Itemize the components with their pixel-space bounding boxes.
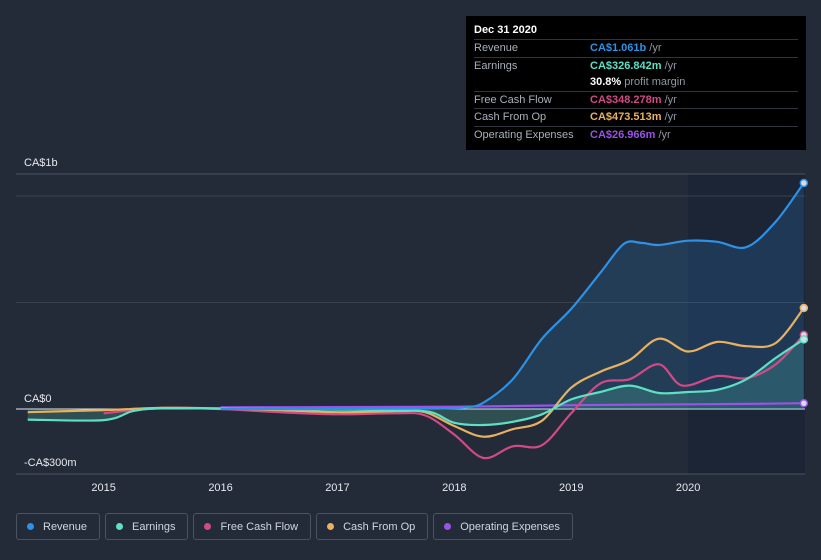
tooltip-row: 30.8% profit margin bbox=[474, 74, 798, 91]
line-free-cash-flow bbox=[103, 334, 805, 460]
tooltip-row-unit: /yr bbox=[664, 111, 677, 123]
plot-area bbox=[16, 174, 805, 474]
legend-label: Operating Expenses bbox=[460, 520, 560, 533]
tooltip-row-unit: /yr bbox=[658, 128, 671, 141]
tooltip-row: Cash From Op CA$473.513m/yr bbox=[474, 108, 798, 126]
chart-svg: CA$1b CA$0 -CA$300m 2015 2016 2017 2018 2019 202… bbox=[16, 157, 809, 494]
tooltip-row-value: 30.8% bbox=[590, 76, 622, 88]
area-earnings bbox=[27, 339, 804, 426]
end-point-revenue bbox=[799, 178, 809, 188]
x-tick-label: 2016 bbox=[208, 482, 232, 494]
tooltip-row-label: Free Cash Flow bbox=[474, 93, 552, 106]
legend-dot-icon bbox=[27, 523, 34, 530]
legend-label: Earnings bbox=[132, 520, 176, 533]
tooltip-row-unit: /yr bbox=[664, 59, 677, 72]
tooltip-row-label: Cash From Op bbox=[474, 111, 547, 123]
legend-item-cash-from-op[interactable]: Cash From Op bbox=[316, 513, 429, 540]
x-tick-label: 2019 bbox=[559, 482, 583, 494]
tooltip-row: Revenue CA$1.061b/yr bbox=[474, 39, 798, 57]
area-revenue bbox=[220, 183, 804, 410]
tooltip-row-label: Revenue bbox=[474, 42, 519, 54]
legend-item-free-cash-flow[interactable]: Free Cash Flow bbox=[193, 513, 312, 540]
tooltip-row: Earnings CA$326.842m/yr bbox=[474, 56, 798, 75]
legend-label: Free Cash Flow bbox=[220, 520, 299, 533]
tooltip: Dec 31 2020 Revenue CA$1.061b/yr Earnings C… bbox=[466, 16, 806, 150]
legend-item-operating-expenses[interactable]: Operating Expenses bbox=[433, 513, 573, 540]
tooltip-row-value: CA$26.966m bbox=[590, 128, 656, 141]
tooltip-row-label bbox=[474, 74, 590, 91]
tooltip-row-unit: profit margin bbox=[624, 76, 686, 88]
tooltip-row-value: CA$348.278m bbox=[590, 93, 662, 106]
tooltip-row-unit: /yr bbox=[649, 42, 662, 54]
tooltip-row-value: CA$1.061b bbox=[590, 42, 647, 54]
end-point-operating-expenses bbox=[799, 398, 809, 408]
end-point-earnings bbox=[799, 335, 809, 344]
legend-item-revenue[interactable]: Revenue bbox=[16, 513, 101, 540]
tooltip-row-value: CA$473.513m bbox=[590, 111, 662, 123]
line-earnings bbox=[27, 338, 805, 427]
tooltip-date: Dec 31 2020 bbox=[474, 24, 537, 36]
legend-label: Cash From Op bbox=[343, 520, 416, 533]
tooltip-row-label: Operating Expenses bbox=[474, 128, 574, 141]
y-tick-label: CA$0 bbox=[24, 393, 52, 405]
highlight-region bbox=[688, 174, 805, 474]
x-tick-label: 2015 bbox=[91, 482, 115, 494]
tooltip-row-value: CA$326.842m bbox=[590, 59, 662, 72]
tooltip-row-unit: /yr bbox=[664, 93, 677, 106]
line-revenue bbox=[220, 182, 805, 411]
tooltip-row-label: Earnings bbox=[474, 59, 518, 72]
x-tick-label: 2017 bbox=[325, 482, 349, 494]
x-tick-label: 2020 bbox=[676, 482, 700, 494]
tooltip-row: Free Cash Flow CA$348.278m/yr bbox=[474, 90, 798, 109]
tooltip-row: Operating Expenses CA$26.966m/yr bbox=[474, 125, 798, 144]
legend-item-earnings[interactable]: Earnings bbox=[105, 513, 189, 540]
x-tick-label: 2018 bbox=[442, 482, 466, 494]
legend-dot-icon bbox=[444, 523, 452, 530]
legend-dot-icon bbox=[204, 523, 212, 530]
legend-dot-icon bbox=[327, 523, 335, 530]
legend-label: Revenue bbox=[43, 520, 88, 533]
y-tick-label: CA$1b bbox=[24, 157, 58, 169]
legend-dot-icon bbox=[116, 523, 124, 530]
end-point-cash-from-op bbox=[799, 303, 809, 313]
y-tick-label: -CA$300m bbox=[24, 457, 77, 469]
legend: Revenue Earnings Free Cash Flow Cash From O… bbox=[16, 513, 573, 542]
